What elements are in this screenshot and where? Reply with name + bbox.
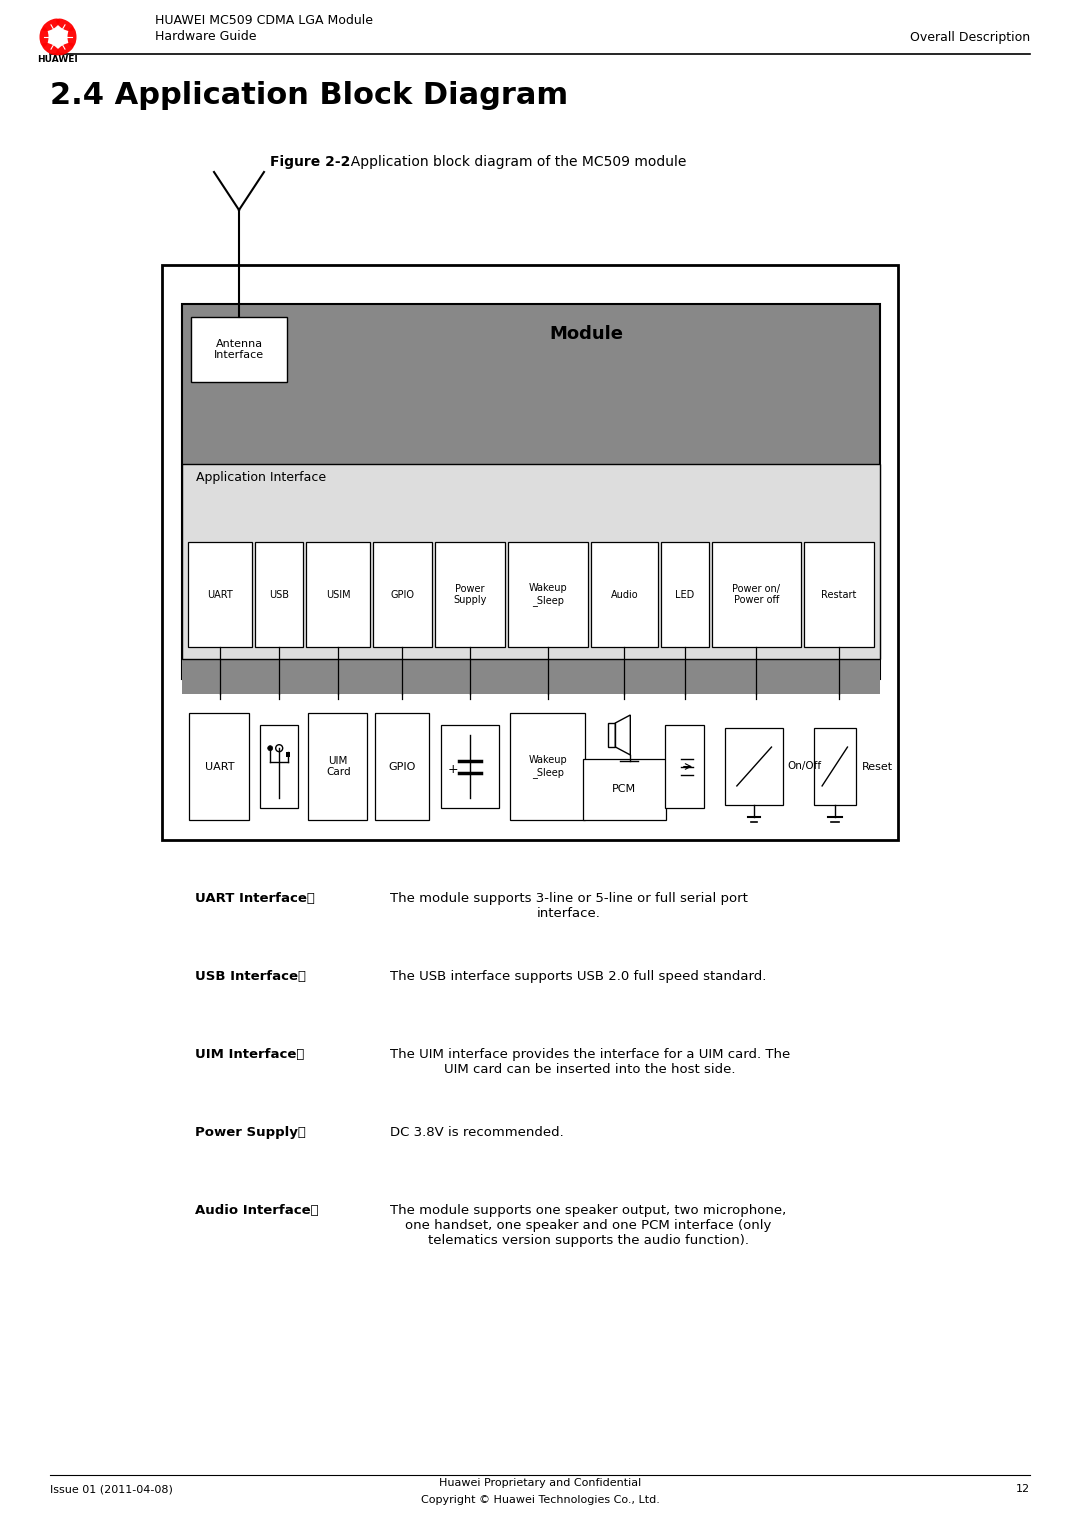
Bar: [608, 722, 616, 747]
Ellipse shape: [56, 43, 73, 55]
Bar: [510, 713, 584, 820]
Text: Application Interface: Application Interface: [195, 472, 326, 484]
Text: Restart: Restart: [821, 589, 856, 600]
Bar: [591, 542, 658, 647]
Text: HUAWEI MC509 CDMA LGA Module: HUAWEI MC509 CDMA LGA Module: [156, 14, 373, 26]
Circle shape: [53, 32, 63, 43]
Bar: [804, 542, 874, 647]
Text: The module supports one speaker output, two microphone,
one handset, one speaker: The module supports one speaker output, …: [390, 1203, 786, 1248]
Bar: [441, 725, 499, 808]
Text: Wakeup
_Sleep: Wakeup _Sleep: [528, 756, 567, 777]
Bar: [183, 638, 880, 693]
Text: UIM Interface：: UIM Interface：: [195, 1048, 305, 1061]
Text: The UIM interface provides the interface for a UIM card. The
UIM card can be ins: The UIM interface provides the interface…: [390, 1048, 791, 1077]
Text: USB: USB: [269, 589, 289, 600]
Text: Overall Description: Overall Description: [909, 31, 1030, 43]
Text: Power Supply：: Power Supply：: [195, 1125, 306, 1139]
Text: DC 3.8V is recommended.: DC 3.8V is recommended.: [390, 1125, 564, 1139]
Bar: [374, 542, 432, 647]
Bar: [191, 318, 287, 382]
Text: On/Off: On/Off: [787, 762, 821, 771]
Circle shape: [268, 745, 272, 751]
Bar: [286, 751, 291, 756]
Text: Audio: Audio: [610, 589, 638, 600]
Bar: [661, 542, 708, 647]
Bar: [582, 759, 666, 820]
Text: Figure 2-2: Figure 2-2: [270, 156, 350, 169]
Ellipse shape: [56, 18, 73, 31]
Bar: [726, 728, 783, 805]
Text: 12: 12: [1016, 1484, 1030, 1493]
Text: Power
Supply: Power Supply: [454, 583, 486, 605]
Bar: [308, 713, 367, 820]
Text: GPIO: GPIO: [389, 762, 416, 771]
Text: LED: LED: [675, 589, 694, 600]
Bar: [813, 728, 856, 805]
Bar: [189, 713, 249, 820]
Bar: [434, 542, 505, 647]
Text: UART: UART: [205, 762, 235, 771]
Text: Antenna
Interface: Antenna Interface: [214, 339, 265, 360]
Bar: [665, 725, 704, 808]
Bar: [712, 542, 800, 647]
Bar: [508, 542, 588, 647]
Text: UART Interface：: UART Interface：: [195, 892, 315, 906]
Text: Module: Module: [550, 325, 624, 344]
Text: HUAWEI: HUAWEI: [38, 55, 79, 64]
Bar: [260, 725, 298, 808]
Text: 2.4 Application Block Diagram: 2.4 Application Block Diagram: [50, 81, 568, 110]
Bar: [183, 638, 880, 654]
Text: Audio Interface：: Audio Interface：: [195, 1203, 319, 1217]
Text: UART: UART: [207, 589, 233, 600]
Text: Huawei Proprietary and Confidential: Huawei Proprietary and Confidential: [438, 1478, 642, 1487]
Text: The module supports 3-line or 5-line or full serial port
interface.: The module supports 3-line or 5-line or …: [390, 892, 747, 919]
Bar: [376, 713, 429, 820]
Text: Copyright © Huawei Technologies Co., Ltd.: Copyright © Huawei Technologies Co., Ltd…: [420, 1495, 660, 1506]
Ellipse shape: [42, 18, 60, 31]
Bar: [162, 266, 897, 840]
Bar: [183, 464, 880, 660]
Ellipse shape: [40, 27, 49, 47]
Text: +: +: [447, 764, 458, 776]
Bar: [188, 542, 253, 647]
Bar: [183, 304, 880, 680]
Text: UIM
Card: UIM Card: [326, 756, 351, 777]
Text: DRAFT: DRAFT: [259, 467, 821, 786]
Text: The USB interface supports USB 2.0 full speed standard.: The USB interface supports USB 2.0 full …: [390, 970, 767, 983]
Ellipse shape: [67, 27, 77, 47]
Text: PCM: PCM: [612, 785, 636, 794]
Text: Wakeup
_Sleep: Wakeup _Sleep: [528, 583, 567, 606]
Text: Hardware Guide: Hardware Guide: [156, 31, 257, 43]
Text: Application block diagram of the MC509 module: Application block diagram of the MC509 m…: [342, 156, 687, 169]
Bar: [255, 542, 303, 647]
Text: GPIO: GPIO: [391, 589, 415, 600]
Bar: [306, 542, 370, 647]
Text: USIM: USIM: [326, 589, 351, 600]
Ellipse shape: [42, 43, 60, 55]
Text: USB Interface：: USB Interface：: [195, 970, 306, 983]
Text: Issue 01 (2011-04-08): Issue 01 (2011-04-08): [50, 1484, 173, 1493]
Text: Reset: Reset: [862, 762, 893, 771]
Text: Power on/
Power off: Power on/ Power off: [732, 583, 780, 605]
